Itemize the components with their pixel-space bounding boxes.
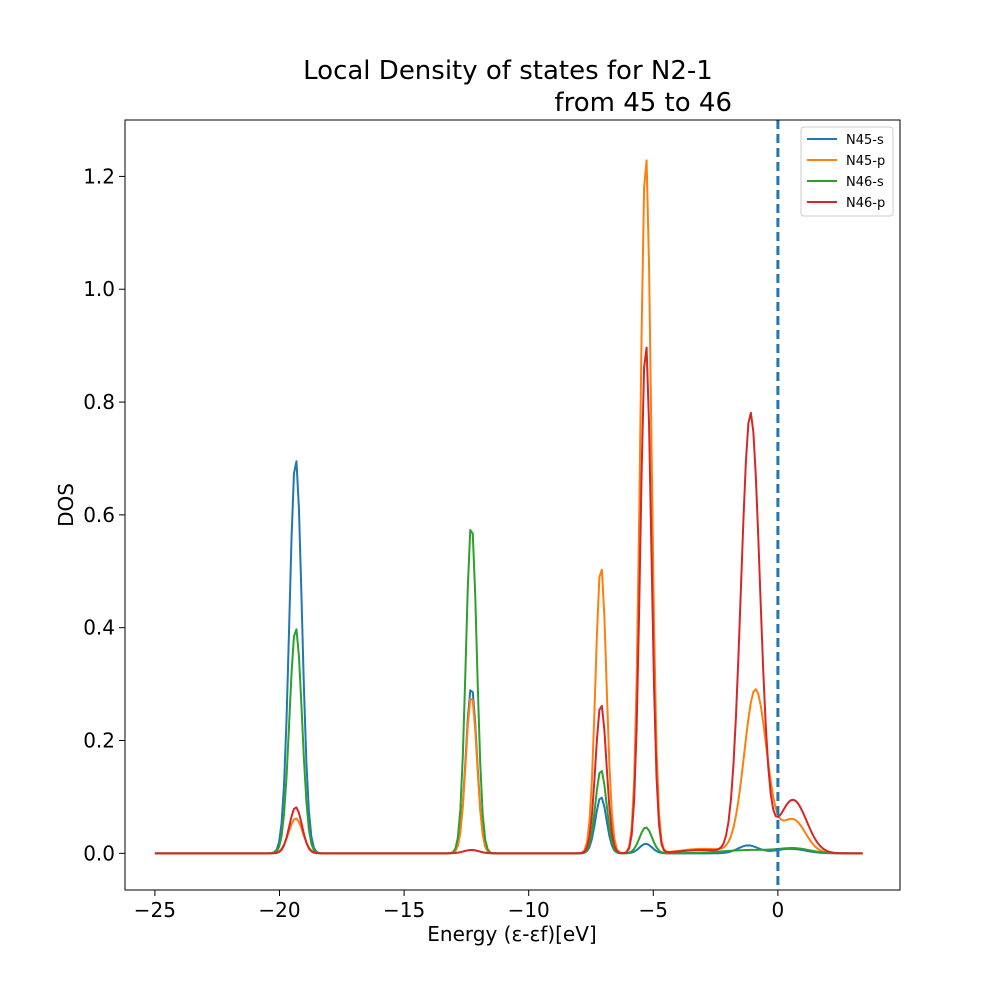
y-tick-label: 1.2 bbox=[83, 164, 115, 188]
x-tick-label: −5 bbox=[639, 898, 668, 922]
y-tick-label: 0.2 bbox=[83, 729, 115, 753]
x-tick-label: −25 bbox=[134, 898, 176, 922]
y-axis-ticks: 0.0 0.2 0.4 0.6 0.8 1.0 1.2 bbox=[83, 164, 125, 865]
y-tick-label: 0.4 bbox=[83, 616, 115, 640]
x-axis-label: Energy (ε-εf)[eV] bbox=[427, 922, 596, 946]
x-tick-label: −10 bbox=[508, 898, 550, 922]
x-tick-label: −20 bbox=[258, 898, 300, 922]
plot-frame bbox=[124, 119, 901, 891]
y-axis-label: DOS bbox=[54, 483, 78, 527]
x-tick-label: −15 bbox=[383, 898, 425, 922]
y-tick-label: 1.0 bbox=[83, 277, 115, 301]
legend: N45-s N45-p N46-s N46-p bbox=[800, 126, 894, 217]
legend-label-n45-p: N45-p bbox=[846, 154, 885, 169]
chart-title-line2: from 45 to 46 bbox=[554, 88, 732, 118]
plot-area bbox=[124, 119, 901, 891]
y-tick-label: 0.8 bbox=[83, 390, 115, 414]
x-axis-ticks: −25 −20 −15 −10 −5 0 bbox=[134, 890, 784, 922]
y-tick-label: 0.6 bbox=[83, 503, 115, 527]
series-line-n46-p bbox=[154, 346, 863, 855]
series-layer bbox=[154, 159, 863, 855]
x-tick-label: 0 bbox=[772, 898, 785, 922]
chart-title-line1: Local Density of states for N2-1 bbox=[303, 56, 713, 86]
legend-label-n46-s: N46-s bbox=[846, 175, 884, 190]
series-line-n45-s bbox=[154, 460, 863, 855]
legend-label-n45-s: N45-s bbox=[846, 133, 884, 148]
legend-box bbox=[800, 126, 894, 217]
legend-label-n46-p: N46-p bbox=[846, 196, 885, 211]
y-tick-label: 0.0 bbox=[83, 841, 115, 865]
